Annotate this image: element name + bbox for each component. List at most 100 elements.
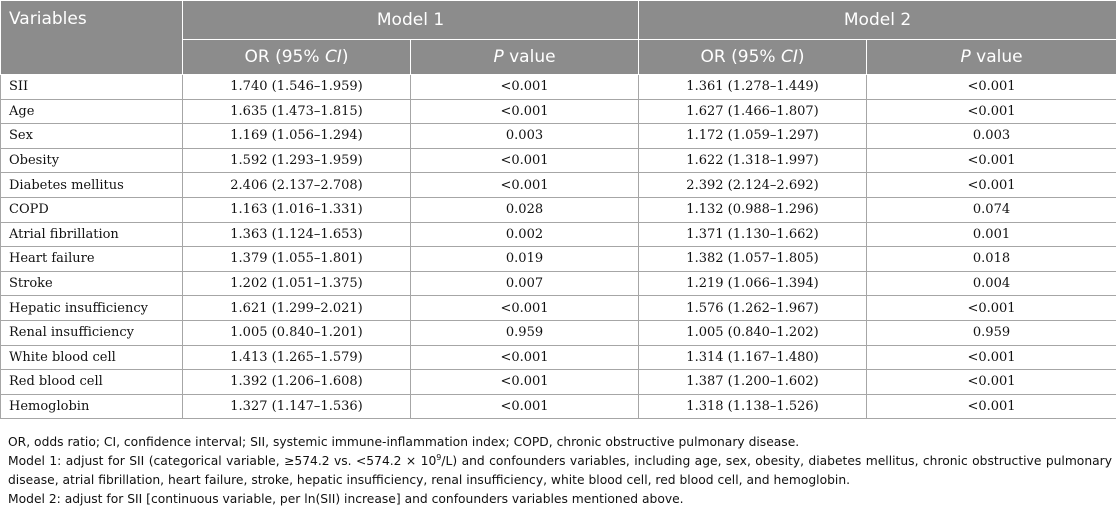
model1-or-cell: 1.169 (1.056–1.294) bbox=[182, 123, 411, 149]
model1-or-cell: 1.392 (1.206–1.608) bbox=[182, 369, 411, 395]
model2-header: Model 2 bbox=[638, 0, 1116, 40]
variable-cell: Age bbox=[0, 98, 183, 125]
table-row: Atrial fibrillation 1.363 (1.124–1.653) 0.… bbox=[0, 221, 1116, 248]
table-row: Stroke 1.202 (1.051–1.375) 0.007 1.219 (1.0… bbox=[0, 270, 1116, 297]
model1-or-cell: 1.592 (1.293–1.959) bbox=[182, 147, 411, 174]
variable-cell: Red blood cell bbox=[0, 369, 183, 395]
variable-cell: Hepatic insufficiency bbox=[0, 295, 183, 321]
model2-p-cell: <0.001 bbox=[866, 172, 1116, 198]
table-row: SII 1.740 (1.546–1.959) <0.001 1.361 (1.278… bbox=[0, 74, 1116, 100]
table-row: Hemoglobin 1.327 (1.147–1.536) <0.001 1.318… bbox=[0, 393, 1116, 420]
table-row: Obesity 1.592 (1.293–1.959) <0.001 1.622 (1… bbox=[0, 147, 1116, 174]
model2-or-cell: 1.318 (1.138–1.526) bbox=[638, 393, 868, 420]
header-row-groups: Variables Model 1 Model 2 bbox=[0, 0, 1116, 75]
model1-p-cell: <0.001 bbox=[409, 98, 640, 125]
model1-or-cell: 1.740 (1.546–1.959) bbox=[182, 74, 411, 100]
model2-or-cell: 1.132 (0.988–1.296) bbox=[638, 196, 868, 223]
model2-or-cell: 1.005 (0.840–1.202) bbox=[638, 319, 868, 346]
model2-or-cell: 1.576 (1.262–1.967) bbox=[638, 295, 868, 321]
model2-p-cell: 0.003 bbox=[866, 123, 1116, 149]
model2-p-cell: <0.001 bbox=[866, 344, 1116, 371]
model1-or-cell: 1.202 (1.051–1.375) bbox=[182, 270, 411, 297]
model2-p-cell: 0.074 bbox=[866, 196, 1116, 223]
model2-p-cell: 0.018 bbox=[866, 246, 1116, 272]
variables-header: Variables bbox=[0, 0, 183, 75]
model2-or-cell: 1.219 (1.066–1.394) bbox=[638, 270, 868, 297]
model2-or-cell: 1.622 (1.318–1.997) bbox=[638, 147, 868, 174]
table-row: Age 1.635 (1.473–1.815) <0.001 1.627 (1.466… bbox=[0, 98, 1116, 125]
variable-cell: Sex bbox=[0, 123, 183, 149]
footnote-model2: Model 2: adjust for SII [continuous vari… bbox=[8, 492, 684, 506]
model1-or-cell: 1.327 (1.147–1.536) bbox=[182, 393, 411, 420]
model1-or-cell: 2.406 (2.137–2.708) bbox=[182, 172, 411, 198]
model1-p-cell: 0.028 bbox=[409, 196, 640, 223]
model1-or-cell: 1.635 (1.473–1.815) bbox=[182, 98, 411, 125]
table-row: Renal insufficiency 1.005 (0.840–1.201) 0.… bbox=[0, 319, 1116, 346]
model2-or-cell: 1.314 (1.167–1.480) bbox=[638, 344, 868, 371]
model1-p-cell: <0.001 bbox=[409, 147, 640, 174]
model2-or-cell: 1.371 (1.130–1.662) bbox=[638, 221, 868, 248]
variable-cell: Hemoglobin bbox=[0, 393, 183, 420]
model1-p-cell: 0.002 bbox=[409, 221, 640, 248]
table-row: Diabetes mellitus 2.406 (2.137–2.708) <0.0… bbox=[0, 172, 1116, 198]
model1-or-cell: 1.163 (1.016–1.331) bbox=[182, 196, 411, 223]
exponent: 9 bbox=[436, 452, 442, 462]
table-row: Sex 1.169 (1.056–1.294) 0.003 1.172 (1.059–… bbox=[0, 123, 1116, 149]
model2-p-cell: <0.001 bbox=[866, 393, 1116, 420]
model2-p-header: P value bbox=[866, 39, 1116, 75]
model1-or-cell: 1.621 (1.299–2.021) bbox=[182, 295, 411, 321]
model1-p-header: P value bbox=[409, 39, 640, 75]
model2-or-cell: 1.382 (1.057–1.805) bbox=[638, 246, 868, 272]
model1-p-cell: <0.001 bbox=[409, 369, 640, 395]
table-footnotes: OR, odds ratio; CI, confidence interval;… bbox=[8, 433, 1112, 509]
model1-p-cell: 0.019 bbox=[409, 246, 640, 272]
model1-or-header: OR (95% CI) bbox=[182, 39, 411, 75]
model2-p-cell: <0.001 bbox=[866, 295, 1116, 321]
model2-p-cell: <0.001 bbox=[866, 74, 1116, 100]
table-row: White blood cell 1.413 (1.265–1.579) <0.00… bbox=[0, 344, 1116, 371]
variable-cell: Heart failure bbox=[0, 246, 183, 272]
variable-cell: Renal insufficiency bbox=[0, 319, 183, 346]
variable-cell: COPD bbox=[0, 196, 183, 223]
model1-p-cell: <0.001 bbox=[409, 74, 640, 100]
table-body: SII 1.740 (1.546–1.959) <0.001 1.361 (1.278… bbox=[0, 74, 1116, 420]
model2-or-cell: 1.361 (1.278–1.449) bbox=[638, 74, 868, 100]
results-table: Variables Model 1 Model 2 OR (95% CI) P … bbox=[0, 0, 1116, 420]
model1-p-cell: <0.001 bbox=[409, 172, 640, 198]
model1-or-cell: 1.005 (0.840–1.201) bbox=[182, 319, 411, 346]
model2-or-cell: 1.387 (1.200–1.602) bbox=[638, 369, 868, 395]
table-row: Heart failure 1.379 (1.055–1.801) 0.019 1.3… bbox=[0, 246, 1116, 272]
model1-p-cell: <0.001 bbox=[409, 344, 640, 371]
model2-or-header: OR (95% CI) bbox=[638, 39, 868, 75]
footnote-abbreviations: OR, odds ratio; CI, confidence interval;… bbox=[8, 435, 800, 449]
model2-or-cell: 2.392 (2.124–2.692) bbox=[638, 172, 868, 198]
variable-cell: Stroke bbox=[0, 270, 183, 297]
model1-header: Model 1 bbox=[181, 0, 640, 40]
model2-or-cell: 1.627 (1.466–1.807) bbox=[638, 98, 868, 125]
model2-p-cell: <0.001 bbox=[866, 369, 1116, 395]
footnote-model1: Model 1: adjust for SII (categorical var… bbox=[8, 452, 1112, 487]
variable-cell: White blood cell bbox=[0, 344, 183, 371]
model1-p-cell: 0.007 bbox=[409, 270, 640, 297]
model2-p-cell: 0.004 bbox=[866, 270, 1116, 297]
table-row: Red blood cell 1.392 (1.206–1.608) <0.001 1… bbox=[0, 369, 1116, 395]
variable-cell: Atrial fibrillation bbox=[0, 221, 183, 248]
table-row: Hepatic insufficiency 1.621 (1.299–2.021)… bbox=[0, 295, 1116, 321]
model2-or-cell: 1.172 (1.059–1.297) bbox=[638, 123, 868, 149]
model1-p-cell: 0.959 bbox=[409, 319, 640, 346]
model2-p-cell: 0.959 bbox=[866, 319, 1116, 346]
header-row-sub: OR (95% CI) P value OR (95% CI) P value bbox=[1, 39, 1116, 75]
model1-p-cell: 0.003 bbox=[409, 123, 640, 149]
model2-p-cell: <0.001 bbox=[866, 98, 1116, 125]
model1-or-cell: 1.413 (1.265–1.579) bbox=[182, 344, 411, 371]
model1-p-cell: <0.001 bbox=[409, 393, 640, 420]
model1-or-cell: 1.379 (1.055–1.801) bbox=[182, 246, 411, 272]
table-header: Variables Model 1 Model 2 OR (95% CI) P … bbox=[0, 0, 1116, 75]
variable-cell: SII bbox=[0, 74, 183, 100]
variable-cell: Diabetes mellitus bbox=[0, 172, 183, 198]
model1-or-cell: 1.363 (1.124–1.653) bbox=[182, 221, 411, 248]
table-row: COPD 1.163 (1.016–1.331) 0.028 1.132 (0.988… bbox=[0, 196, 1116, 223]
variable-cell: Obesity bbox=[0, 147, 183, 174]
model1-p-cell: <0.001 bbox=[409, 295, 640, 321]
model2-p-cell: 0.001 bbox=[866, 221, 1116, 248]
